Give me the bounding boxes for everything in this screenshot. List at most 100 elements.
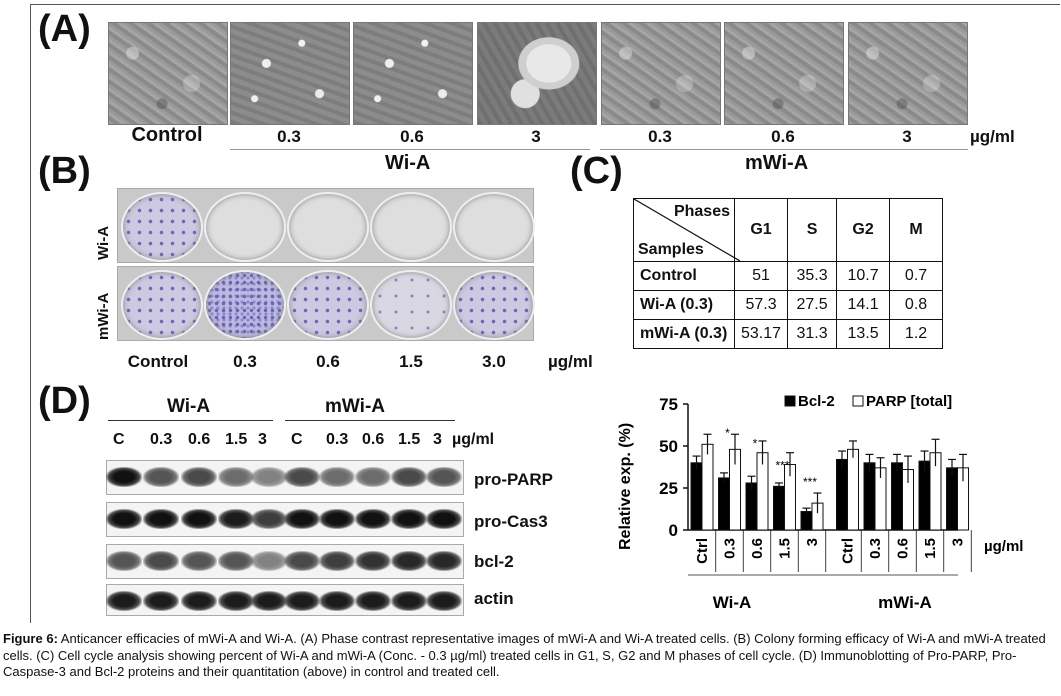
- header-samples: Samples: [638, 241, 704, 258]
- blot-band: [181, 551, 217, 571]
- b-plates-wia: [117, 188, 535, 263]
- table-row: Wi-A (0.3) 57.3 27.5 14.1 0.8: [633, 290, 944, 320]
- blot-label-actin: actin: [474, 589, 514, 608]
- chart-x-labels: Ctrl 0.3 0.6 1.5 3 Ctrl 0.3 0.6 1.5 3: [688, 530, 972, 576]
- bar: [918, 460, 931, 531]
- a-label-control: Control: [131, 124, 203, 146]
- blot-band: [143, 467, 179, 487]
- col-g2: G2: [836, 198, 891, 262]
- a-label-mwia-0.6: 0.6: [771, 127, 795, 146]
- blot-band: [251, 591, 287, 611]
- d-group-mwia: mWi-A: [325, 396, 385, 417]
- blot-band: [106, 591, 142, 611]
- legend-label: PARP [total]: [866, 393, 952, 410]
- bar: [701, 443, 714, 531]
- lane-label: 1.5: [398, 431, 421, 448]
- cell: 14.1: [836, 290, 891, 320]
- blot-band: [319, 591, 355, 611]
- blot-band: [319, 551, 355, 571]
- blot-actin: [106, 584, 464, 616]
- b-unit: µg/ml: [548, 352, 593, 371]
- y-tick-label: 75: [659, 395, 678, 414]
- blot-band: [143, 551, 179, 571]
- a-label-wia-0.3: 0.3: [277, 127, 301, 146]
- cell: 35.3: [787, 261, 838, 291]
- plate-mwia-3.0: [453, 270, 535, 340]
- cell: 0.8: [889, 290, 944, 320]
- lane-label: 1.5: [225, 431, 248, 448]
- lane-label: C: [291, 431, 303, 448]
- blot-band: [319, 509, 355, 529]
- header-phases: Phases: [673, 203, 730, 220]
- micrograph-wia-0.3: [230, 22, 350, 125]
- b-label-0.3: 0.3: [233, 352, 257, 371]
- micrograph-mwia-0.3: [601, 22, 721, 125]
- blot-band: [391, 591, 427, 611]
- significance-marker: ***: [775, 458, 789, 472]
- blot-band: [355, 467, 391, 487]
- chart-bars: ********: [690, 426, 969, 531]
- legend-label: Bcl-2: [798, 393, 835, 410]
- caption-text: Anticancer efficacies of mWi-A and Wi-A.…: [3, 631, 1046, 679]
- lane-label: 0.3: [326, 431, 349, 448]
- table-row: mWi-A (0.3) 53.17 31.3 13.5 1.2: [633, 319, 944, 349]
- bar: [718, 477, 730, 531]
- plate-wia-0.3: [204, 192, 286, 262]
- blot-band: [284, 591, 320, 611]
- blot-band: [251, 509, 287, 529]
- blot-band: [251, 467, 287, 487]
- cell: 13.5: [836, 319, 891, 349]
- lane-label: C: [113, 431, 125, 448]
- caption-label: Figure 6:: [3, 631, 58, 646]
- blot-label-bcl2: bcl-2: [474, 552, 514, 571]
- cell-cycle-table: Phases Samples G1 S G2 M Control 51 35.3…: [633, 198, 944, 349]
- blot-band: [181, 591, 217, 611]
- bar: [946, 467, 958, 531]
- lane-label: 0.3: [150, 431, 173, 448]
- b-plates-mwia: [117, 266, 535, 341]
- cell: 53.17: [733, 319, 789, 349]
- bar: [690, 462, 703, 531]
- blot-band: [284, 551, 320, 571]
- legend-swatch: [852, 395, 864, 407]
- y-tick-label: 50: [659, 437, 678, 456]
- b-label-0.6: 0.6: [316, 352, 340, 371]
- plate-mwia-0.6: [287, 270, 369, 340]
- blot-band: [218, 467, 254, 487]
- plate-mwia-1.5: [370, 270, 452, 340]
- figure-frame: [30, 4, 1060, 623]
- blot-band: [143, 509, 179, 529]
- plate-mwia-control: [121, 270, 203, 340]
- bar: [847, 448, 859, 531]
- x-tick-label: 1.5: [922, 538, 939, 559]
- blot-pro-parp: [106, 460, 464, 495]
- blot-band: [426, 591, 462, 611]
- blot-band: [106, 467, 142, 487]
- blot-band: [218, 591, 254, 611]
- y-tick-label: 25: [659, 479, 678, 498]
- blot-bcl2: [106, 544, 464, 579]
- chart-legend: Bcl-2 PARP [total]: [784, 393, 952, 410]
- blot-band: [218, 509, 254, 529]
- blot-band: [181, 467, 217, 487]
- a-label-wia-0.6: 0.6: [400, 127, 424, 146]
- plate-wia-control: [121, 192, 203, 262]
- panel-b-label: (B): [38, 150, 91, 192]
- micrograph-control: [108, 22, 228, 125]
- corner-diagonal: [634, 199, 740, 261]
- b-row-wia: Wi-A: [95, 225, 112, 260]
- a-group-wia: Wi-A: [385, 152, 431, 174]
- blot-band: [426, 509, 462, 529]
- x-tick-label: 0.6: [749, 538, 766, 559]
- blot-band: [284, 509, 320, 529]
- blot-band: [391, 467, 427, 487]
- lane-label: 0.6: [188, 431, 211, 448]
- b-label-1.5: 1.5: [399, 352, 423, 371]
- legend-swatch: [784, 395, 796, 407]
- b-label-control: Control: [127, 352, 189, 371]
- blot-band: [143, 591, 179, 611]
- row-name: mWi-A (0.3): [633, 319, 735, 349]
- blot-label-pro-cas3: pro-Cas3: [474, 512, 548, 531]
- table-row: Control 51 35.3 10.7 0.7: [633, 261, 944, 291]
